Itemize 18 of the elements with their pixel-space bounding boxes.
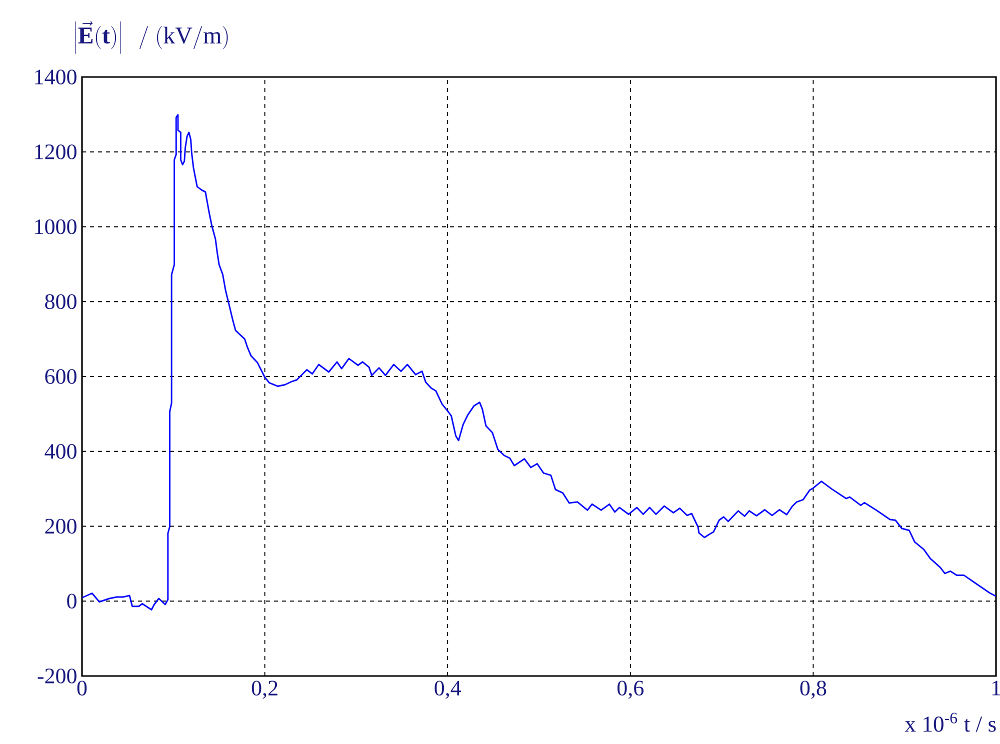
y-tick-label: 1200: [35, 144, 76, 160]
x-tick-label: 0,8: [800, 680, 826, 699]
x-tick-label: 0,2: [252, 680, 278, 699]
y-tick-label: 800: [45, 294, 76, 310]
y-tick-label: -200: [38, 668, 76, 684]
x-tick-label: 0,6: [617, 680, 644, 699]
x-tick-label: 0: [77, 680, 87, 696]
x-tick-label: 1: [992, 680, 1000, 696]
x-axis-title: x 10$^{-6}$ t / s: [904, 712, 996, 732]
line-series: [82, 114, 996, 610]
y-tick-label: 400: [44, 444, 76, 459]
y-axis-title: $\left|\vec{\mathbf{E}}(\mathbf{t})\right|\ \ /\ (\mathrm{kV/m})$: [75, 21, 228, 54]
y-tick-label: 0: [67, 594, 76, 609]
x-tick-label: 0,4: [434, 680, 462, 699]
y-tick-label: 1000: [35, 219, 76, 234]
y-tick-label: 200: [45, 518, 76, 534]
y-tick-label: 600: [45, 369, 76, 384]
y-tick-label: 1400: [35, 70, 76, 84]
